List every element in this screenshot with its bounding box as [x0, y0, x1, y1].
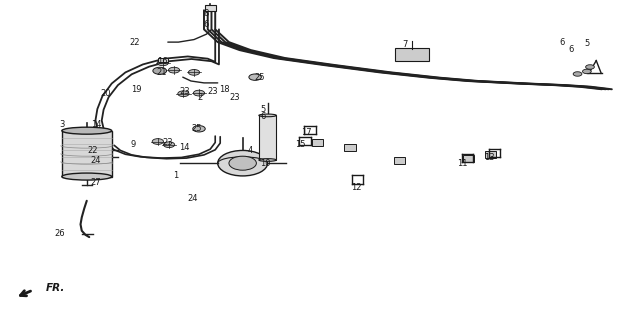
Text: 16: 16: [158, 57, 168, 66]
Text: 11: 11: [457, 159, 468, 168]
Text: 8: 8: [204, 9, 209, 18]
Text: 15: 15: [295, 140, 305, 149]
FancyBboxPatch shape: [205, 4, 216, 11]
Text: 18: 18: [219, 85, 229, 94]
Ellipse shape: [259, 159, 276, 161]
Ellipse shape: [259, 114, 276, 117]
FancyBboxPatch shape: [394, 157, 406, 164]
Text: 14: 14: [179, 143, 190, 152]
Circle shape: [582, 69, 591, 74]
Text: FR.: FR.: [46, 284, 65, 293]
Text: 20: 20: [100, 89, 111, 98]
Text: 4: 4: [248, 146, 252, 155]
Text: 25: 25: [254, 73, 265, 82]
Text: 13: 13: [484, 153, 494, 162]
Text: 22: 22: [129, 38, 140, 47]
Text: 12: 12: [351, 183, 361, 192]
Polygon shape: [259, 116, 276, 160]
Ellipse shape: [62, 127, 112, 134]
Circle shape: [193, 90, 204, 96]
Text: 14: 14: [91, 120, 101, 130]
Text: 17: 17: [301, 128, 312, 137]
Text: 26: 26: [54, 229, 65, 238]
Text: 21: 21: [156, 68, 167, 77]
FancyBboxPatch shape: [312, 139, 323, 146]
Text: 2: 2: [198, 93, 203, 102]
FancyBboxPatch shape: [344, 144, 356, 151]
Text: 9: 9: [131, 140, 136, 149]
Circle shape: [169, 67, 179, 73]
FancyBboxPatch shape: [484, 151, 496, 158]
Text: 23: 23: [229, 93, 240, 102]
Text: 6: 6: [559, 38, 564, 47]
Text: 10: 10: [261, 159, 271, 168]
Circle shape: [164, 142, 174, 148]
Circle shape: [586, 65, 594, 69]
Text: 6: 6: [260, 113, 265, 122]
Circle shape: [192, 125, 205, 132]
Circle shape: [158, 60, 169, 66]
Circle shape: [152, 139, 164, 144]
Text: 23: 23: [162, 138, 173, 147]
Text: 5: 5: [584, 39, 589, 48]
Circle shape: [573, 72, 582, 76]
Circle shape: [229, 156, 256, 170]
Text: 24: 24: [90, 156, 101, 164]
Text: 22: 22: [88, 146, 98, 155]
Ellipse shape: [62, 173, 112, 180]
Text: 7: 7: [402, 40, 408, 49]
Text: 6: 6: [569, 44, 574, 54]
Circle shape: [177, 91, 189, 97]
Text: 24: 24: [188, 194, 198, 204]
FancyBboxPatch shape: [395, 49, 429, 60]
Circle shape: [153, 67, 167, 74]
FancyBboxPatch shape: [462, 155, 474, 162]
Circle shape: [217, 150, 268, 176]
FancyBboxPatch shape: [158, 58, 168, 62]
Text: 3: 3: [59, 120, 64, 130]
Text: 23: 23: [179, 87, 190, 96]
Text: 25: 25: [192, 124, 202, 132]
Text: 27: 27: [90, 179, 101, 188]
Text: 1: 1: [173, 172, 178, 180]
Text: 6: 6: [204, 20, 209, 29]
Circle shape: [249, 74, 261, 80]
Circle shape: [188, 69, 199, 75]
Text: 5: 5: [260, 105, 265, 114]
Text: 19: 19: [131, 85, 142, 94]
FancyBboxPatch shape: [62, 131, 112, 177]
Text: 23: 23: [208, 87, 218, 96]
